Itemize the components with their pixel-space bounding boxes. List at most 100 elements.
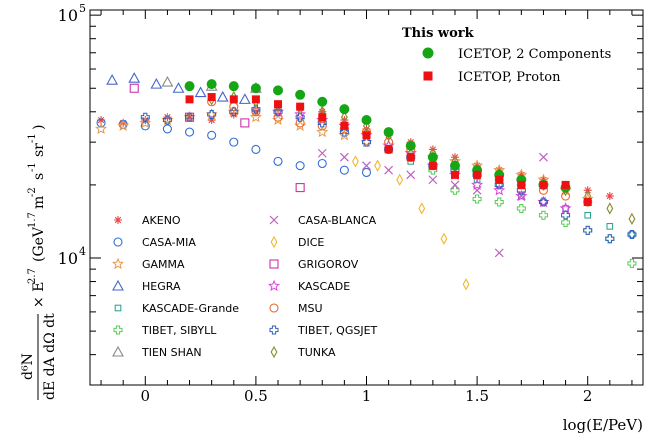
legend-label: TIBET, SIBYLL: [141, 324, 217, 337]
legend-label: MSU: [298, 302, 323, 315]
data-point: [462, 278, 470, 291]
legend-label: GRIGOROV: [298, 258, 359, 271]
data-point: [628, 231, 636, 238]
legend-label: CASA-BLANCA: [298, 214, 377, 227]
legend-marker: [114, 304, 122, 312]
data-point: [583, 225, 593, 235]
series-hegra: [106, 72, 251, 104]
data-point: [229, 137, 239, 147]
legend-marker: [422, 47, 434, 59]
data-point: [273, 107, 283, 117]
data-point: [162, 124, 172, 134]
legend-item-this-work: ICETOP, 2 Components: [422, 47, 611, 62]
svg-text:5: 5: [79, 2, 86, 15]
data-point: [606, 202, 614, 215]
data-point: [627, 229, 637, 239]
data-point: [559, 202, 572, 214]
data-point: [184, 127, 195, 137]
legend-marker: [112, 279, 124, 291]
legend-marker: [269, 215, 279, 225]
y-label-m-exp: -2: [27, 187, 38, 197]
data-point: [96, 118, 106, 128]
data-point: [317, 121, 327, 131]
y-tick-label: 10 5: [58, 2, 86, 25]
legend-marker: [270, 235, 278, 249]
data-point: [538, 210, 548, 220]
legend-marker: [268, 279, 280, 292]
data-point: [161, 75, 174, 87]
legend-item: GAMMA: [112, 257, 185, 271]
data-point: [428, 175, 438, 185]
data-point: [317, 158, 327, 169]
legend-marker: [112, 257, 124, 270]
data-point: [141, 116, 150, 125]
legend-item: HEGRA: [112, 279, 181, 293]
legend-label: GAMMA: [142, 258, 185, 271]
legend-item: MSU: [269, 302, 323, 315]
legend-title: This work: [402, 26, 475, 41]
series-icetop-proton: [185, 93, 592, 207]
data-point: [250, 83, 261, 94]
legend-marker: [114, 216, 122, 224]
data-point: [418, 202, 426, 215]
data-point: [95, 122, 108, 135]
data-point: [172, 82, 185, 93]
legend-marker: [270, 345, 278, 359]
data-point: [362, 161, 371, 171]
data-point: [128, 72, 141, 83]
data-point: [318, 113, 327, 122]
y-label-times-e: × E: [31, 282, 47, 308]
data-point: [406, 170, 416, 180]
x-tick-label: 1.5: [465, 387, 489, 405]
data-point: [384, 165, 394, 175]
data-point: [440, 232, 448, 245]
legend-label: HEGRA: [142, 280, 181, 293]
legend-label: DICE: [298, 236, 324, 249]
data-point: [216, 90, 229, 102]
data-point: [117, 119, 130, 131]
data-point: [294, 108, 307, 120]
data-point: [472, 194, 482, 204]
data-point: [339, 165, 349, 175]
x-axis-ticks: 0 0.5 1 1.5 2: [100, 10, 633, 405]
data-point: [606, 223, 614, 230]
data-point: [106, 74, 119, 85]
series-tibet-sibyll: [428, 165, 637, 268]
legend-label: TIEN SHAN: [141, 346, 202, 359]
data-point: [493, 184, 506, 196]
data-point: [450, 180, 460, 190]
legend-marker: [423, 71, 433, 81]
data-point: [150, 77, 163, 89]
data-point: [516, 203, 526, 213]
data-point: [296, 102, 305, 111]
data-point: [162, 115, 172, 125]
legend-marker: [113, 237, 123, 247]
y-label-units-exp: 1.7: [27, 212, 38, 228]
series-msu: [207, 97, 593, 207]
data-point: [561, 218, 571, 228]
legend-marker: [269, 303, 279, 313]
y-label-numerator: d⁶N: [20, 353, 36, 380]
data-point: [318, 107, 327, 116]
y-label-denominator: dE dA dΩ dt: [42, 313, 58, 400]
series-casa-blanca: [317, 148, 548, 258]
data-point: [362, 131, 371, 140]
series-icetop-2-components: [184, 79, 571, 193]
data-point: [361, 167, 372, 178]
data-point: [362, 124, 371, 133]
legend-item: TUNKA: [270, 345, 336, 359]
legend-marker: [112, 345, 124, 357]
legend-marker: [269, 259, 279, 269]
data-point: [383, 127, 394, 138]
data-point: [119, 118, 128, 127]
legend-left: AKENO CASA-MIA GAMMA HEGRA KASCADE-Grande TIB…: [112, 214, 378, 359]
y-label-close: ): [31, 125, 47, 130]
legend-label: TIBET, QGSJET: [297, 324, 378, 337]
legend-item: CASA-MIA: [113, 236, 196, 249]
legend-item: KASCADE: [268, 279, 350, 293]
data-point: [339, 104, 350, 115]
data-point: [406, 153, 415, 162]
y-label-m: m: [31, 196, 47, 209]
